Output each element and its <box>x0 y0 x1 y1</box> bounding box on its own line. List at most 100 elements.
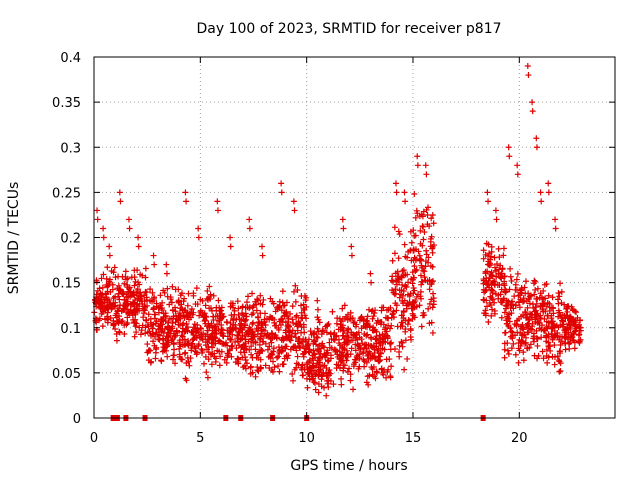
data-point <box>294 286 301 293</box>
data-point <box>358 325 365 332</box>
data-point <box>255 325 262 332</box>
data-point <box>325 357 332 364</box>
data-point <box>338 357 345 364</box>
data-point <box>329 308 336 315</box>
data-point <box>514 171 521 178</box>
data-point <box>185 337 192 344</box>
data-point <box>525 329 532 336</box>
data-point <box>396 231 403 238</box>
data-point <box>264 346 271 353</box>
data-point <box>501 346 508 353</box>
data-point <box>150 338 157 345</box>
data-point <box>554 353 561 360</box>
data-point <box>276 348 283 355</box>
data-point <box>500 245 507 252</box>
data-point <box>144 321 151 328</box>
data-point <box>516 304 523 311</box>
data-point <box>171 346 178 353</box>
data-point <box>340 225 347 232</box>
data-point <box>207 305 214 312</box>
data-point <box>421 312 428 319</box>
data-point <box>534 285 541 292</box>
data-point <box>425 305 432 312</box>
data-point <box>128 274 135 281</box>
data-point <box>524 321 531 328</box>
data-point <box>491 299 498 306</box>
data-point <box>266 343 273 350</box>
data-point <box>213 327 220 334</box>
data-point <box>133 301 140 308</box>
data-point <box>94 216 101 223</box>
data-point <box>530 338 537 345</box>
data-point <box>327 330 334 337</box>
data-point <box>521 284 528 291</box>
data-point <box>551 342 558 349</box>
data-point <box>424 221 431 228</box>
data-point <box>104 264 111 271</box>
data-point <box>430 290 437 297</box>
data-point <box>201 360 208 367</box>
data-point <box>170 315 177 322</box>
data-point <box>423 171 430 178</box>
data-point <box>112 325 119 332</box>
data-point <box>540 287 547 294</box>
data-point <box>252 346 259 353</box>
data-point <box>407 327 414 334</box>
data-point <box>561 312 568 319</box>
data-point <box>373 320 380 327</box>
data-point <box>485 258 492 265</box>
data-point <box>202 353 209 360</box>
data-point <box>549 304 556 311</box>
data-point <box>545 333 552 340</box>
data-point <box>543 352 550 359</box>
data-point <box>268 350 275 357</box>
data-point <box>115 293 122 300</box>
data-point <box>546 300 553 307</box>
data-point <box>249 290 256 297</box>
data-point <box>339 322 346 329</box>
data-point <box>117 198 124 205</box>
data-point <box>124 284 131 291</box>
data-point <box>484 189 491 196</box>
data-point <box>140 310 147 317</box>
data-point <box>557 280 564 287</box>
data-point <box>132 311 139 318</box>
data-point <box>368 308 375 315</box>
x-tick-label: 10 <box>298 431 315 446</box>
data-point <box>499 299 506 306</box>
data-point <box>413 303 420 310</box>
data-point <box>417 227 424 234</box>
data-point <box>248 343 255 350</box>
data-point <box>249 354 256 361</box>
data-point <box>228 336 235 343</box>
data-point <box>197 308 204 315</box>
data-point <box>252 373 259 380</box>
data-point <box>549 325 556 332</box>
data-point <box>400 267 407 274</box>
data-point <box>216 337 223 344</box>
data-point <box>144 341 151 348</box>
data-point <box>135 234 142 241</box>
data-point <box>368 279 375 286</box>
data-point <box>204 287 211 294</box>
data-point <box>392 180 399 187</box>
data-point <box>395 255 402 262</box>
data-point <box>385 366 392 373</box>
data-point <box>119 318 126 325</box>
data-point <box>240 341 247 348</box>
data-point <box>166 301 173 308</box>
data-point <box>430 220 437 227</box>
data-point <box>512 286 519 293</box>
data-point <box>411 299 418 306</box>
data-point <box>403 284 410 291</box>
data-point <box>352 359 359 366</box>
data-point <box>243 299 250 306</box>
data-point <box>217 338 224 345</box>
data-point <box>142 288 149 295</box>
data-point <box>518 325 525 332</box>
data-point <box>485 198 492 205</box>
data-point <box>383 307 390 314</box>
data-point <box>298 364 305 371</box>
data-point <box>558 288 565 295</box>
data-point <box>512 281 519 288</box>
